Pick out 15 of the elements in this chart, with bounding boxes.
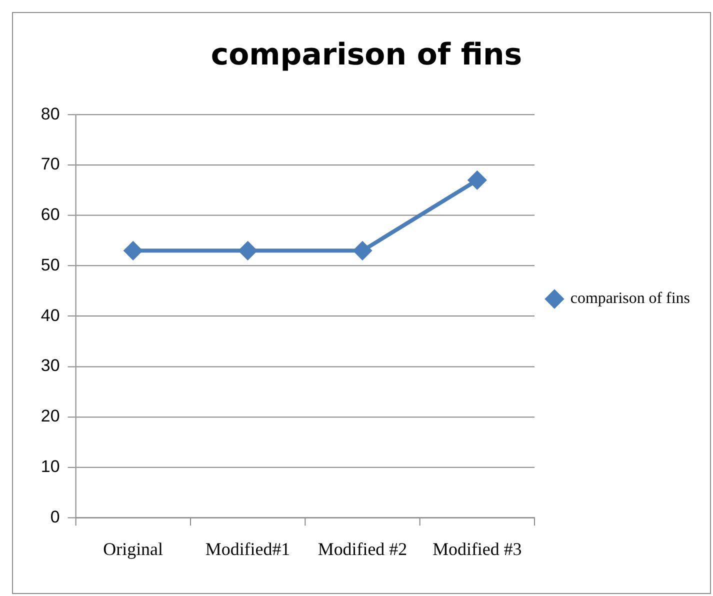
y-tick-label: 70 xyxy=(40,154,60,174)
y-tick-label: 30 xyxy=(40,356,60,376)
y-tick-label: 80 xyxy=(40,104,60,124)
y-tick-label: 0 xyxy=(50,507,60,526)
chart-title: comparison of fins xyxy=(210,38,522,73)
y-tick-label: 50 xyxy=(40,255,60,274)
y-tick-label: 10 xyxy=(40,456,60,476)
y-tick-label: 60 xyxy=(40,205,60,224)
legend-label: comparison of fins xyxy=(570,290,690,308)
x-tick-label: Original xyxy=(103,539,163,560)
x-tick-label: Modified#1 xyxy=(205,539,290,560)
x-tick-label: Modified #3 xyxy=(432,539,522,560)
x-tick-label: Modified #2 xyxy=(318,539,408,560)
y-tick-label: 40 xyxy=(40,306,60,325)
y-tick-label: 20 xyxy=(40,406,60,426)
